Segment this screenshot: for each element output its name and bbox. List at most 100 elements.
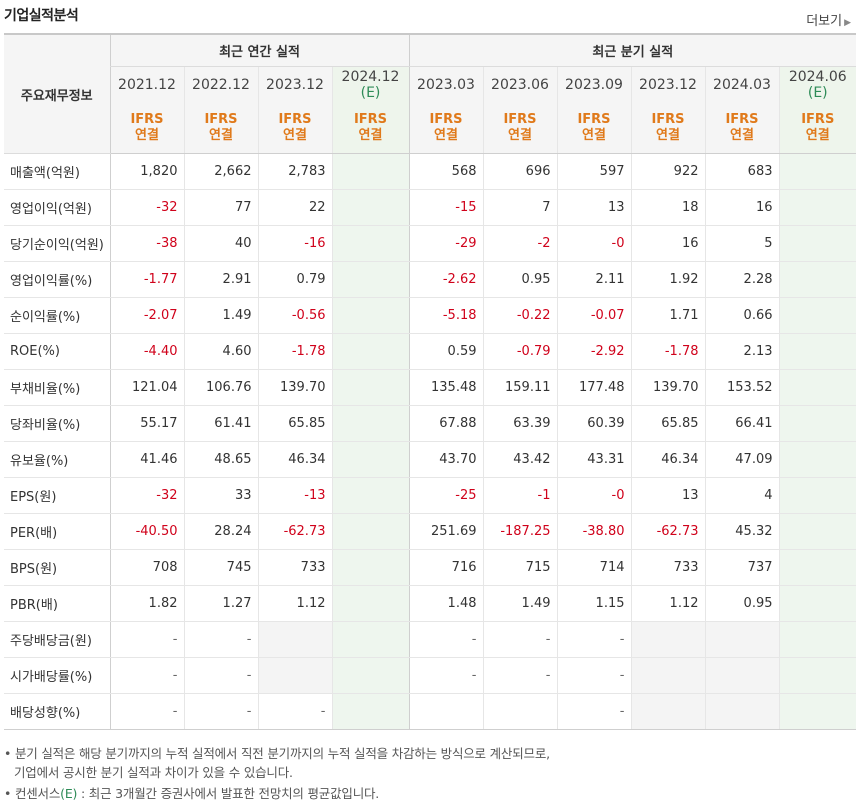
table-cell: -0: [556, 225, 631, 262]
table-cell: 2.11: [556, 261, 631, 298]
consolidation-basis: 연결: [582, 128, 606, 143]
table-cell: 48.65: [183, 441, 258, 478]
row-label: 유보율(%): [4, 441, 110, 478]
accounting-standard: IFRS: [353, 112, 388, 127]
accounting-standard-header: IFRS 연결: [778, 103, 857, 154]
table-cell: -32: [109, 189, 184, 226]
table-cell: 683: [704, 153, 779, 190]
row-label: 영업이익률(%): [4, 261, 110, 298]
row-label: ROE(%): [4, 333, 110, 370]
table-cell: 737: [704, 549, 779, 586]
period-date-header: 2023.12: [630, 66, 705, 103]
table-cell: -32: [109, 477, 184, 514]
table-cell: [257, 657, 332, 694]
table-cell: 716: [408, 549, 483, 586]
note-line-1: • 분기 실적은 해당 분기까지의 누적 실적에서 직전 분기까지의 누적 실적…: [4, 746, 550, 761]
table-cell: 0.95: [482, 261, 557, 298]
table-cell: 1.12: [257, 585, 332, 622]
table-cell: -: [109, 657, 184, 694]
table-cell: [778, 585, 857, 622]
table-cell: 46.34: [630, 441, 705, 478]
table-cell: -0: [556, 477, 631, 514]
accounting-standard: IFRS: [429, 112, 463, 127]
table-row: 시가배당률(%) - - - - -: [4, 657, 857, 694]
table-cell: 1.27: [183, 585, 258, 622]
row-label: 순이익률(%): [4, 297, 110, 334]
table-cell: 13: [556, 189, 631, 226]
consolidation-basis: 연결: [209, 128, 233, 143]
accounting-standard: IFRS: [204, 112, 238, 127]
table-cell: [331, 621, 409, 658]
table-cell: 159.11: [482, 369, 557, 406]
more-link[interactable]: 더보기 ▶: [806, 10, 851, 29]
table-cell: 61.41: [183, 405, 258, 442]
financial-table: 주요재무정보 최근 연간 실적 최근 분기 실적 2021.12 2022.12 2…: [4, 33, 857, 730]
table-cell: 0.95: [704, 585, 779, 622]
row-header-label: 주요재무정보: [4, 33, 110, 154]
consolidation-basis: 연결: [434, 128, 458, 143]
annual-group-header: 최근 연간 실적: [109, 33, 409, 67]
table-cell: [257, 621, 332, 658]
table-cell: -38: [109, 225, 184, 262]
consolidation-basis: 연결: [656, 128, 680, 143]
table-cell: 922: [630, 153, 705, 190]
period-date: 2024.06: [788, 69, 847, 85]
accounting-standard-header: IFRS 연결: [331, 103, 409, 154]
table-cell: [778, 189, 857, 226]
table-cell: [778, 297, 857, 334]
table-cell: 77: [183, 189, 258, 226]
consolidation-basis: 연결: [283, 128, 307, 143]
table-row: EPS(원) -32 33 -13 -25 -1 -0 13 4: [4, 477, 857, 514]
table-cell: -1.78: [630, 333, 705, 370]
table-cell: 2,783: [257, 153, 332, 190]
period-date-header: 2024.03: [704, 66, 779, 103]
table-cell: 1.48: [408, 585, 483, 622]
table-row: 매출액(억원) 1,820 2,662 2,783 568 696 597 922 683: [4, 153, 857, 190]
table-cell: [704, 621, 779, 658]
period-date-header: 2023.03: [408, 66, 483, 103]
table-row: 배당성향(%) - - - -: [4, 693, 857, 730]
consolidation-basis: 연결: [730, 128, 754, 143]
table-cell: -15: [408, 189, 483, 226]
table-cell: [331, 153, 409, 190]
table-cell: [704, 693, 779, 730]
row-label: 부채비율(%): [4, 369, 110, 406]
table-cell: 714: [556, 549, 631, 586]
accounting-standard: IFRS: [278, 112, 312, 127]
accounting-standard: IFRS: [725, 112, 759, 127]
note-line-3: • 컨센서스(E) : 최근 3개월간 증권사에서 발표한 전망치의 평균값입니…: [4, 786, 380, 801]
table-cell: -: [556, 693, 631, 730]
row-label: EPS(원): [4, 477, 110, 514]
table-cell: 708: [109, 549, 184, 586]
note-text-1: 분기 실적은 해당 분기까지의 누적 실적에서 직전 분기까지의 누적 실적을 …: [14, 746, 550, 761]
table-cell: 66.41: [704, 405, 779, 442]
table-cell: -40.50: [109, 513, 184, 550]
table-cell: 33: [183, 477, 258, 514]
table-cell: [331, 657, 409, 694]
accounting-standard: IFRS: [651, 112, 685, 127]
note-estimate-mark: (E): [60, 786, 78, 801]
period-date: 2023.12: [266, 77, 324, 93]
table-cell: [630, 657, 705, 694]
table-cell: 28.24: [183, 513, 258, 550]
table-cell: 139.70: [630, 369, 705, 406]
table-cell: 1,820: [109, 153, 184, 190]
consolidation-basis: 연결: [135, 128, 159, 143]
table-cell: -: [556, 657, 631, 694]
consolidation-basis: 연결: [508, 128, 532, 143]
table-cell: 121.04: [109, 369, 184, 406]
table-cell: -: [556, 621, 631, 658]
table-cell: 568: [408, 153, 483, 190]
period-date-header: 2023.06: [482, 66, 557, 103]
table-row: 주당배당금(원) - - - - -: [4, 621, 857, 658]
table-cell: -2.62: [408, 261, 483, 298]
period-date-header: 2021.12: [109, 66, 184, 103]
table-cell: 733: [257, 549, 332, 586]
table-cell: 63.39: [482, 405, 557, 442]
more-label: 더보기: [806, 14, 843, 29]
table-cell: [630, 693, 705, 730]
table-cell: 41.46: [109, 441, 184, 478]
table-cell: 67.88: [408, 405, 483, 442]
table-cell: -: [109, 693, 184, 730]
table-cell: 2.13: [704, 333, 779, 370]
